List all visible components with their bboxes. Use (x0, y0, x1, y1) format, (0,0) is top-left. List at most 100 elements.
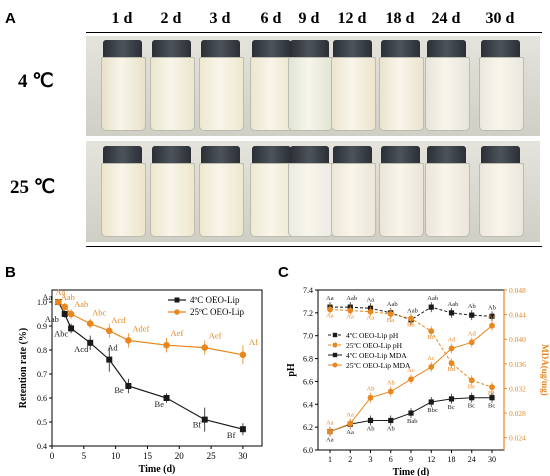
legend-marker-2 (332, 342, 338, 348)
data-point-2-4 (86, 320, 94, 327)
data-point-3-5 (408, 410, 414, 416)
x-axis-label: Time (d) (139, 464, 176, 475)
vial-25c-7-cap (380, 146, 420, 164)
point-label-4-5: Ac (407, 367, 415, 374)
panel-a-label: A (5, 10, 16, 27)
x-tick-label-2: 3 (369, 455, 373, 464)
data-point-1-6 (125, 383, 132, 389)
y-tick-label-6: 1.0 (37, 298, 47, 307)
data-point-1-7 (163, 395, 170, 401)
legend-label-4: 25ºC OEO-Lip MDA (346, 361, 411, 370)
point-label-2-3: Aa (367, 315, 375, 322)
point-label-3-5: Bab (407, 418, 417, 425)
data-point-2-3 (67, 310, 75, 318)
data-point-4-1 (327, 428, 333, 435)
point-label-1-4: Acd (74, 344, 89, 354)
data-point-2-5 (105, 327, 113, 335)
y-tick-label-3: 6.6 (303, 377, 313, 386)
data-point-4-4 (387, 388, 394, 395)
day-label-6: 12 d (337, 10, 367, 27)
point-label-2-8: Aef (209, 331, 222, 341)
legend-label-3: 4ºC OEO-Lip MDA (346, 351, 407, 360)
vial-4c-1-body (100, 57, 146, 131)
y-tick-label-2: 0.6 (37, 394, 47, 403)
point-label-1-3: Aa (367, 296, 375, 303)
vial-4c-2-cap (151, 40, 191, 58)
legend-marker-2 (174, 309, 180, 315)
point-label-2-2: Aab (61, 292, 75, 302)
x-tick-label-3: 15 (143, 451, 153, 461)
point-label-1-6: Aab (427, 295, 438, 302)
point-label-2-1: Aa (55, 287, 65, 297)
vial-25c-1-body (100, 163, 146, 237)
panel-c-label: C (278, 264, 289, 281)
legend-marker-3 (332, 352, 338, 358)
vial-4c-9-body (478, 57, 524, 131)
data-point-4-5 (408, 376, 414, 383)
point-label-1-8: Bf (193, 420, 202, 430)
vial-4c-3-cap (200, 40, 240, 58)
data-point-4-6 (428, 364, 435, 370)
x-tick-label-1: 2 (348, 455, 352, 464)
x-tick-label-5: 12 (427, 455, 435, 464)
data-point-1-9 (239, 426, 246, 433)
y-tick-label-0: 0.4 (37, 442, 47, 451)
vial-4c-7-cap (380, 40, 420, 58)
point-label-1-7: Aab (448, 301, 459, 308)
y-tick-label-5: 0.9 (37, 322, 47, 331)
ph-mda-chart: 1 2 3 6 9 12 18 24 306.06.26.46.66.87.07.27.40.0… (286, 286, 550, 476)
point-label-1-5: Aab (407, 308, 418, 315)
point-label-1-2: Aab (45, 314, 59, 324)
data-point-2-9 (239, 351, 247, 359)
vial-25c-5-body (287, 163, 333, 237)
panel-b-label: B (5, 264, 16, 281)
point-label-3-6: Bbc (427, 407, 438, 414)
point-label-1-3: Abc (54, 328, 68, 338)
data-point-4-2 (347, 420, 354, 427)
x-tick-label-2: 10 (111, 451, 121, 461)
day-label-2: 2 d (160, 10, 182, 27)
point-label-1-4: Aab (387, 301, 398, 308)
data-point-1-8 (469, 312, 475, 318)
data-point-2-6 (125, 337, 132, 344)
data-point-3-7 (448, 396, 455, 402)
point-label-2-3: Aab (74, 299, 88, 309)
point-label-3-8: Bc (468, 403, 475, 410)
point-label-3-2: Aa (346, 429, 354, 436)
point-label-1-1: Aa (42, 292, 52, 302)
y-tick-label-6: 7.2 (303, 309, 313, 318)
point-label-2-7: Bd (448, 366, 456, 373)
vial-4c-8-body (424, 57, 470, 131)
legend-label-1: 4ºC OEO-Lip pH (346, 331, 399, 340)
point-label-3-1: Aa (326, 437, 334, 444)
data-point-1-3 (68, 325, 75, 332)
vial-25c-2-cap (151, 146, 191, 164)
legend-label-2: 25ºC OEO-Lip pH (346, 341, 403, 350)
point-label-2-7: Aef (171, 328, 184, 338)
data-point-1-7 (448, 310, 455, 316)
data-point-4-8 (468, 339, 475, 346)
vial-25c-4-cap (251, 146, 291, 164)
x-tick-label-0: 1 (328, 455, 332, 464)
y2-tick-label-1: 0.028 (509, 409, 526, 418)
point-label-2-4: Ba (387, 317, 394, 324)
vial-4c-8-cap (426, 40, 466, 58)
y-tick-label-1: 6.2 (303, 423, 313, 432)
data-point-4-7 (448, 345, 455, 352)
data-point-2-1 (55, 298, 62, 306)
point-label-1-6: Be (114, 385, 124, 395)
x-tick-label-6: 18 (448, 455, 456, 464)
x-tick-label-1: 5 (82, 451, 87, 461)
vial-4c-5-body (287, 57, 333, 131)
retention-chart: 0 5 10 15 20 25 30 0.4 0.5 0.6 0.7 0.8 0.9 1.0 Time (d… (18, 287, 263, 475)
data-point-1-5 (106, 356, 113, 363)
data-point-2-4 (387, 311, 394, 317)
y-axis-label: pH (286, 363, 297, 377)
bottom-rule (86, 246, 542, 247)
vial-4c-1-cap (102, 40, 142, 58)
top-rule (86, 32, 542, 33)
x-tick-label-4: 20 (175, 451, 185, 461)
point-label-4-9: Ae (488, 314, 496, 321)
vial-4c-7-body (378, 57, 424, 131)
vial-25c-3-body (198, 163, 244, 237)
